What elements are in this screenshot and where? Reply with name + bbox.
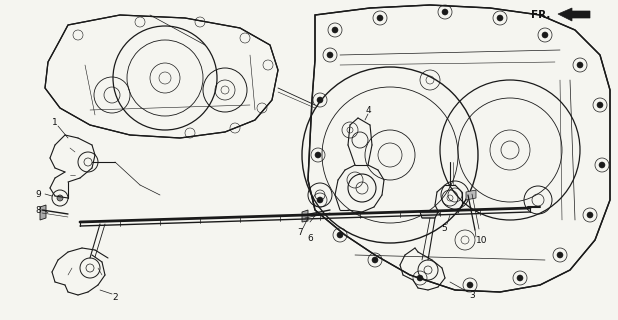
Text: 10: 10: [476, 236, 488, 244]
Text: FR.: FR.: [531, 10, 550, 20]
Circle shape: [517, 275, 523, 281]
Circle shape: [442, 9, 448, 15]
Circle shape: [497, 15, 503, 21]
Circle shape: [599, 162, 605, 168]
Circle shape: [317, 197, 323, 203]
Circle shape: [542, 32, 548, 38]
Polygon shape: [45, 15, 278, 138]
Circle shape: [332, 27, 338, 33]
Circle shape: [577, 62, 583, 68]
Polygon shape: [308, 5, 610, 292]
Text: 6: 6: [307, 234, 313, 243]
Circle shape: [587, 212, 593, 218]
Text: 3: 3: [469, 291, 475, 300]
Circle shape: [557, 252, 563, 258]
Circle shape: [317, 97, 323, 103]
Circle shape: [315, 152, 321, 158]
Text: 8: 8: [35, 205, 41, 214]
Polygon shape: [420, 212, 438, 218]
Text: 4: 4: [365, 106, 371, 115]
Text: 2: 2: [112, 293, 118, 302]
Text: 5: 5: [441, 223, 447, 233]
Text: 9: 9: [35, 189, 41, 198]
Circle shape: [372, 257, 378, 263]
Circle shape: [417, 275, 423, 281]
Circle shape: [377, 15, 383, 21]
Text: 1: 1: [52, 117, 58, 126]
Circle shape: [337, 232, 343, 238]
Polygon shape: [466, 190, 476, 200]
Circle shape: [467, 282, 473, 288]
Circle shape: [57, 195, 63, 201]
Polygon shape: [302, 210, 308, 222]
Text: 7: 7: [297, 228, 303, 236]
Circle shape: [597, 102, 603, 108]
Circle shape: [327, 52, 333, 58]
Polygon shape: [40, 205, 46, 220]
Polygon shape: [558, 8, 590, 21]
